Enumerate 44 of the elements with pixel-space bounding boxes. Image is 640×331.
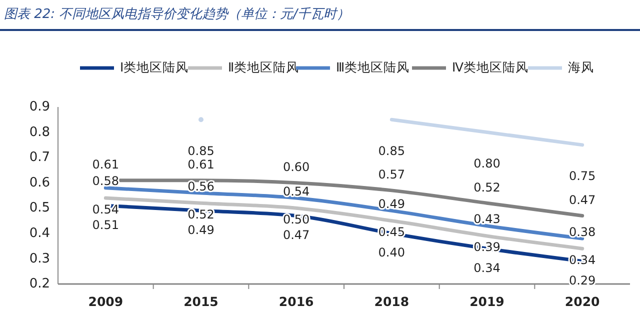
data-label: 0.43 (474, 212, 500, 226)
legend-label: 海风 (568, 59, 594, 74)
y-tick-label: 0.5 (29, 200, 50, 216)
data-label: 0.34 (568, 252, 596, 267)
data-label: 0.56 (188, 179, 214, 194)
data-label: 0.75 (568, 169, 596, 184)
x-tick-label: 2018 (374, 294, 410, 309)
data-label: 0.34 (474, 260, 500, 275)
data-label: 0.54 (282, 184, 310, 198)
y-tick-label: 0.9 (29, 100, 50, 115)
legend-label: Ⅳ类地区陆风 (452, 59, 529, 74)
data-label: 0.61 (92, 158, 120, 172)
data-label: 0.38 (568, 224, 596, 239)
x-tick-label: 2009 (88, 294, 124, 309)
y-tick-label: 0.6 (29, 175, 50, 190)
y-tick-label: 0.4 (29, 226, 50, 241)
data-label: 0.47 (568, 193, 596, 208)
x-tick-label: 2015 (184, 294, 218, 309)
data-label: 0.85 (378, 144, 406, 158)
data-label: 0.29 (568, 274, 596, 288)
data-label: 0.52 (474, 180, 500, 194)
data-label: 0.57 (378, 168, 406, 182)
data-label: 0.54 (92, 202, 120, 216)
legend-label: Ⅰ类地区陆风 (120, 59, 189, 74)
data-label: 0.51 (92, 218, 120, 232)
legend-label: Ⅲ类地区陆风 (336, 59, 410, 74)
data-label: 0.61 (188, 158, 214, 172)
data-label: 0.40 (378, 246, 406, 260)
y-tick-label: 0.8 (29, 124, 50, 140)
data-label: 0.49 (378, 196, 406, 211)
legend-label: Ⅱ类地区陆风 (228, 59, 300, 74)
x-tick-label: 2016 (278, 294, 314, 309)
chart-title: 图表 22: 不同地区风电指导价变化趋势（单位：元/千瓦时） (4, 7, 350, 22)
data-label: 0.49 (188, 222, 214, 237)
y-tick-label: 0.3 (29, 251, 50, 266)
x-tick-label: 2020 (564, 294, 600, 309)
y-tick-label: 0.2 (29, 276, 50, 292)
y-tick-label: 0.7 (29, 150, 50, 166)
data-label: 0.80 (474, 156, 500, 171)
data-label: 0.58 (92, 174, 120, 188)
data-label: 0.85 (188, 144, 214, 158)
data-label: 0.60 (282, 160, 310, 174)
x-tick-label: 2019 (470, 294, 504, 309)
data-label: 0.47 (282, 228, 310, 242)
